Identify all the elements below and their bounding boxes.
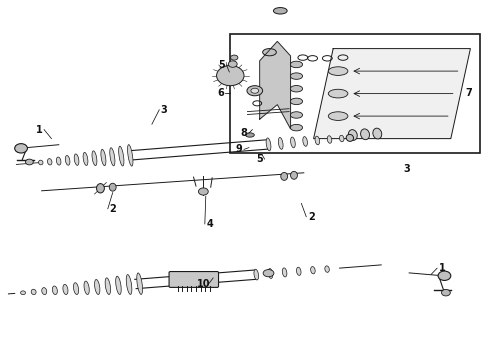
Ellipse shape bbox=[110, 148, 115, 166]
Ellipse shape bbox=[254, 269, 259, 280]
Ellipse shape bbox=[263, 270, 274, 277]
Ellipse shape bbox=[328, 67, 348, 76]
Circle shape bbox=[438, 271, 451, 280]
Ellipse shape bbox=[290, 98, 303, 105]
Ellipse shape bbox=[278, 138, 283, 149]
Ellipse shape bbox=[373, 128, 382, 139]
Ellipse shape bbox=[95, 279, 100, 294]
Ellipse shape bbox=[63, 284, 68, 294]
Ellipse shape bbox=[21, 291, 25, 294]
Ellipse shape bbox=[39, 160, 43, 165]
Ellipse shape bbox=[346, 134, 354, 141]
Ellipse shape bbox=[127, 145, 133, 166]
Ellipse shape bbox=[228, 61, 237, 67]
Text: 9: 9 bbox=[236, 144, 243, 154]
Text: 3: 3 bbox=[403, 164, 410, 174]
Ellipse shape bbox=[245, 133, 254, 137]
Ellipse shape bbox=[101, 149, 106, 166]
Ellipse shape bbox=[48, 159, 52, 165]
Ellipse shape bbox=[340, 135, 344, 142]
Ellipse shape bbox=[361, 129, 369, 140]
Ellipse shape bbox=[42, 288, 47, 294]
Ellipse shape bbox=[119, 146, 124, 166]
Ellipse shape bbox=[105, 278, 111, 294]
Circle shape bbox=[441, 289, 450, 296]
Circle shape bbox=[198, 188, 208, 195]
Ellipse shape bbox=[230, 55, 238, 60]
Circle shape bbox=[15, 144, 27, 153]
Ellipse shape bbox=[290, 112, 303, 118]
Text: 8: 8 bbox=[241, 128, 247, 138]
Text: 2: 2 bbox=[109, 204, 116, 214]
Ellipse shape bbox=[137, 273, 143, 294]
Ellipse shape bbox=[74, 154, 79, 165]
Text: 7: 7 bbox=[466, 88, 472, 98]
FancyBboxPatch shape bbox=[169, 271, 219, 287]
Ellipse shape bbox=[65, 156, 70, 165]
Ellipse shape bbox=[296, 267, 301, 275]
Ellipse shape bbox=[247, 86, 263, 96]
Ellipse shape bbox=[291, 171, 297, 179]
Ellipse shape bbox=[315, 136, 319, 145]
Ellipse shape bbox=[251, 88, 259, 93]
Ellipse shape bbox=[290, 61, 303, 68]
Ellipse shape bbox=[52, 286, 57, 294]
Bar bbox=[230, 34, 480, 153]
Ellipse shape bbox=[281, 172, 288, 180]
Ellipse shape bbox=[84, 281, 89, 294]
Ellipse shape bbox=[31, 289, 36, 294]
Ellipse shape bbox=[328, 89, 348, 98]
Ellipse shape bbox=[126, 275, 132, 294]
Ellipse shape bbox=[327, 136, 332, 143]
Ellipse shape bbox=[290, 73, 303, 79]
Ellipse shape bbox=[290, 125, 303, 131]
Ellipse shape bbox=[303, 136, 307, 146]
Ellipse shape bbox=[109, 183, 116, 191]
Circle shape bbox=[217, 66, 244, 86]
Text: 6: 6 bbox=[217, 88, 224, 98]
Text: 1: 1 bbox=[36, 125, 43, 135]
Polygon shape bbox=[314, 49, 470, 139]
Ellipse shape bbox=[268, 269, 273, 278]
Ellipse shape bbox=[116, 276, 121, 294]
Text: 3: 3 bbox=[161, 105, 168, 115]
Ellipse shape bbox=[290, 85, 303, 92]
Circle shape bbox=[25, 159, 33, 165]
Ellipse shape bbox=[266, 138, 271, 151]
Text: 1: 1 bbox=[439, 263, 445, 273]
Polygon shape bbox=[260, 41, 291, 129]
Ellipse shape bbox=[282, 268, 287, 277]
Ellipse shape bbox=[74, 283, 78, 294]
Ellipse shape bbox=[263, 49, 276, 56]
Ellipse shape bbox=[291, 137, 295, 148]
Ellipse shape bbox=[328, 112, 348, 121]
Text: 4: 4 bbox=[206, 219, 213, 229]
Ellipse shape bbox=[348, 130, 357, 140]
Text: 2: 2 bbox=[308, 212, 315, 222]
Text: 10: 10 bbox=[196, 279, 210, 289]
Ellipse shape bbox=[97, 184, 104, 193]
Ellipse shape bbox=[92, 151, 97, 166]
Ellipse shape bbox=[83, 152, 88, 166]
Ellipse shape bbox=[311, 266, 315, 274]
Text: 5: 5 bbox=[256, 154, 263, 164]
Ellipse shape bbox=[325, 266, 329, 272]
Ellipse shape bbox=[273, 8, 287, 14]
Text: 5: 5 bbox=[218, 60, 225, 70]
Ellipse shape bbox=[56, 157, 61, 165]
